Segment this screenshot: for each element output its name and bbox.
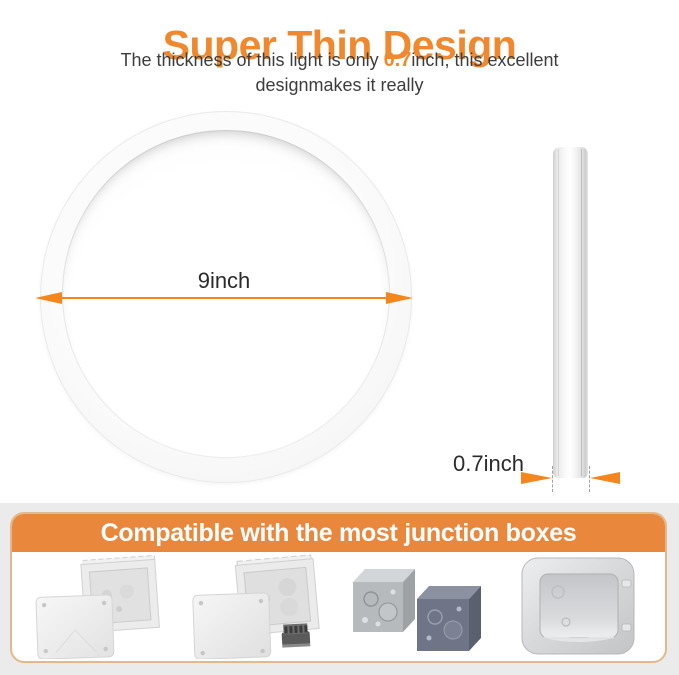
compatibility-card: Compatible with the most junction boxes: [10, 512, 667, 663]
page-title: Super Thin Design: [162, 22, 517, 69]
white-plastic-junction-box-lid-and-terminal-block-photo: [192, 554, 320, 659]
junction-box-photo-4: [504, 554, 656, 659]
diameter-label: 9inch: [197, 268, 251, 293]
side-profile-seam: [558, 149, 559, 476]
thickness-label: 0.7inch: [453, 451, 524, 476]
terminal-block: [281, 623, 311, 648]
white-plastic-junction-box-with-lid-photo: [35, 554, 160, 659]
extension-dash-line: [589, 466, 590, 492]
arrowhead-right-icon: [386, 292, 413, 304]
junction-box-photo-2: [182, 554, 334, 659]
compatibility-banner: Compatible with the most junction boxes: [12, 514, 665, 552]
silver-metal-junction-box-photo: [521, 557, 635, 655]
subtitle: The thickness of this light is only 0.7i…: [0, 48, 679, 98]
light-lens: [62, 130, 390, 458]
subtitle-line-1: The thickness of this light is only 0.7i…: [0, 48, 679, 73]
extension-dash-line: [552, 466, 553, 492]
subtitle-text-cont: inch, this excellent: [411, 50, 559, 70]
side-profile-seam: [581, 149, 582, 476]
arrowhead-left-icon: [35, 292, 62, 304]
junction-box-photo-1: [21, 554, 173, 659]
junction-box-gallery: [12, 552, 665, 659]
thickness-highlight: 0.7: [383, 49, 412, 71]
subtitle-line-2: designmakes it really: [255, 75, 424, 95]
dimension-line: [49, 297, 399, 299]
diameter-dimension: 9inch: [35, 268, 413, 310]
thickness-arrow-right-icon: [590, 472, 620, 484]
junction-box-photo-3: [343, 554, 495, 659]
junction-compatibility-section: Compatible with the most junction boxes: [0, 503, 679, 675]
subtitle-text: The thickness of this light is only: [120, 50, 384, 70]
thickness-arrow-left-icon: [521, 472, 552, 484]
two-galvanized-metal-junction-boxes-photo: [353, 569, 481, 651]
ceiling-light-side-profile: [553, 147, 588, 478]
